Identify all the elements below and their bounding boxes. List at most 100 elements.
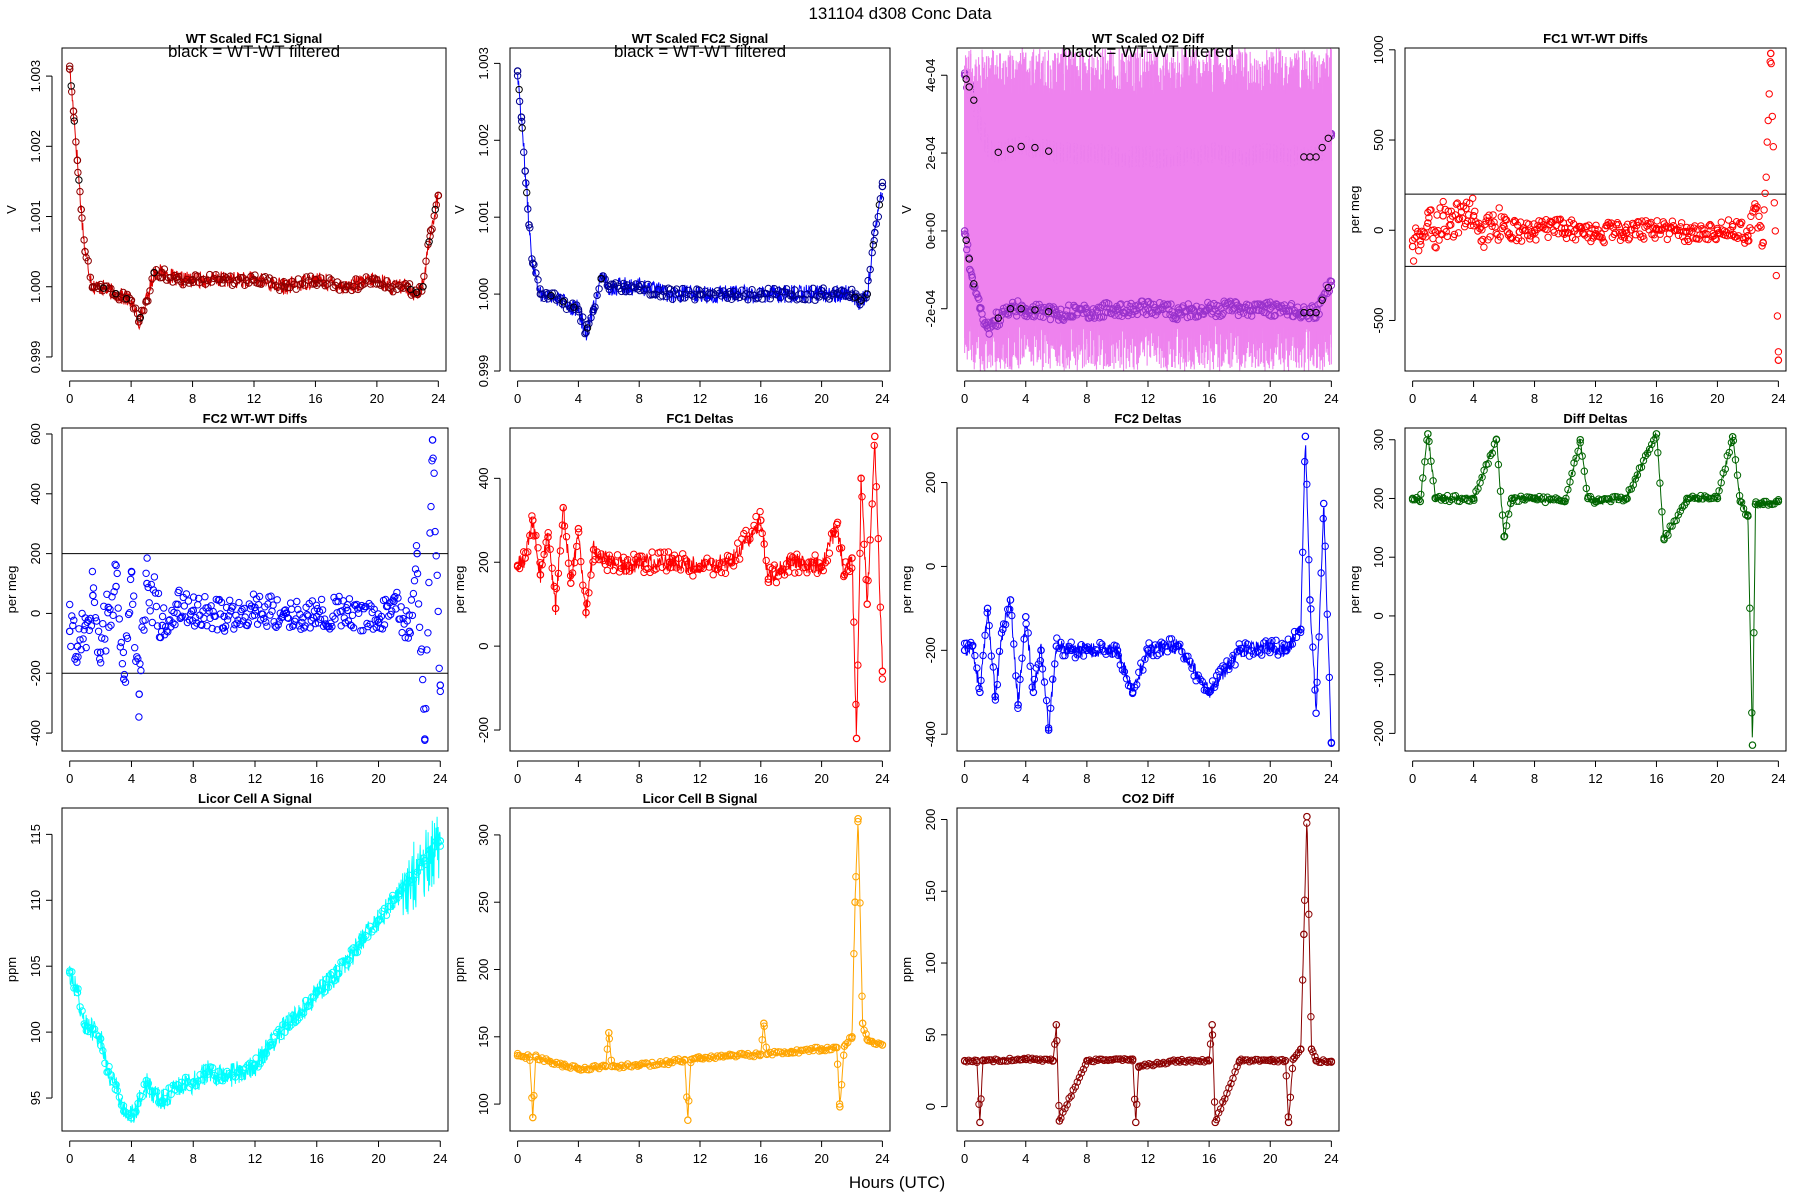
- key-point: [1052, 642, 1061, 650]
- data-point: [874, 534, 882, 543]
- key-point: [405, 876, 414, 885]
- data-point: [609, 566, 618, 575]
- data-point: [766, 563, 774, 571]
- x-tick-label: 0: [961, 391, 968, 406]
- data-point: [676, 294, 685, 302]
- data-point: [266, 1038, 275, 1047]
- key-point: [991, 692, 1000, 701]
- key-point: [1327, 277, 1336, 286]
- data-point: [91, 614, 100, 622]
- data-point: [1494, 460, 1503, 469]
- key-point: [1660, 535, 1668, 544]
- data-point: [1319, 514, 1327, 523]
- data-point: [181, 1073, 190, 1082]
- data-point: [1489, 211, 1497, 219]
- data-point: [115, 1093, 124, 1102]
- data-point: [167, 1090, 175, 1099]
- data-point: [977, 1095, 985, 1103]
- data-point: [1566, 478, 1574, 486]
- key-point: [65, 627, 74, 636]
- key-point: [1469, 212, 1478, 220]
- data-point: [169, 1081, 177, 1090]
- filtered-point: [431, 205, 439, 214]
- data-point: [131, 644, 139, 652]
- data-point: [264, 600, 272, 608]
- data-point: [1079, 1065, 1088, 1073]
- data-point: [1715, 487, 1723, 495]
- data-point: [1049, 675, 1057, 683]
- data-point: [776, 567, 785, 575]
- data-point: [1746, 604, 1754, 612]
- data-point: [111, 560, 119, 568]
- data-point: [1747, 212, 1755, 221]
- key-point: [878, 667, 887, 676]
- x-tick-label: 20: [1710, 391, 1724, 406]
- data-point: [1480, 243, 1488, 251]
- data-point: [674, 289, 683, 298]
- filtered-point: [597, 275, 605, 283]
- data-point: [1415, 247, 1423, 255]
- data-point: [962, 231, 970, 239]
- data-point: [88, 567, 97, 576]
- data-point: [1081, 305, 1089, 313]
- data-point: [1325, 673, 1334, 682]
- data-point: [160, 604, 168, 612]
- data-point: [1717, 218, 1726, 226]
- y-tick-label: 0.999: [28, 341, 43, 374]
- data-point: [1507, 235, 1516, 243]
- data-point: [324, 983, 333, 991]
- data-point: [1729, 436, 1738, 445]
- data-point: [1706, 220, 1714, 229]
- key-point: [73, 156, 82, 165]
- data-point: [1024, 629, 1032, 637]
- y-tick-label: 0: [1371, 612, 1386, 619]
- data-point: [1188, 304, 1197, 313]
- data-point: [1417, 490, 1425, 499]
- key-point: [976, 1118, 984, 1127]
- key-point: [266, 1041, 275, 1050]
- data-point: [1250, 305, 1258, 313]
- data-point: [1014, 297, 1022, 305]
- x-tick-label: 24: [1324, 771, 1338, 786]
- data-point: [425, 578, 433, 587]
- key-point: [88, 282, 97, 291]
- y-axis-label: per meg: [899, 566, 914, 614]
- data-point: [1167, 300, 1175, 308]
- filtered-overlay: [962, 75, 1333, 322]
- key-point: [1774, 497, 1783, 506]
- data-point: [1492, 229, 1500, 237]
- data-point: [370, 605, 378, 613]
- data-point: [209, 607, 217, 616]
- key-point: [1144, 646, 1152, 655]
- key-point: [1319, 499, 1328, 508]
- data-point: [236, 274, 245, 282]
- data-point: [840, 1051, 848, 1059]
- x-tick-label: 12: [1588, 391, 1602, 406]
- x-tick-label: 0: [961, 1151, 968, 1166]
- data-point: [524, 205, 532, 213]
- x-tick-label: 4: [128, 771, 135, 786]
- key-point: [513, 67, 522, 75]
- data-point: [1118, 666, 1127, 674]
- data-point: [208, 624, 216, 633]
- data-point: [413, 868, 422, 876]
- panel-o2-diff: 0 4 8 12 16 20 24 -2e-04 0e+00 2e-04 4e-04 V WT Scal…: [899, 31, 1340, 406]
- y-axis: 0.999 1.000 1.001 1.002 1.003 V: [452, 47, 501, 387]
- y-tick-label: 200: [28, 543, 43, 565]
- figure-xlabel: Hours (UTC): [849, 1173, 945, 1192]
- data-point: [1768, 112, 1777, 121]
- data-point: [169, 619, 177, 627]
- key-point: [1530, 494, 1539, 503]
- filtered-point: [150, 268, 158, 277]
- key-point: [878, 182, 887, 191]
- data-point: [1750, 629, 1758, 637]
- data-point: [422, 257, 430, 265]
- data-point: [852, 873, 860, 881]
- key-point: [81, 247, 89, 256]
- key-point: [220, 1074, 228, 1083]
- data-point: [1163, 648, 1172, 656]
- data-point: [1301, 896, 1309, 904]
- data-point: [676, 566, 685, 574]
- key-point: [620, 282, 628, 291]
